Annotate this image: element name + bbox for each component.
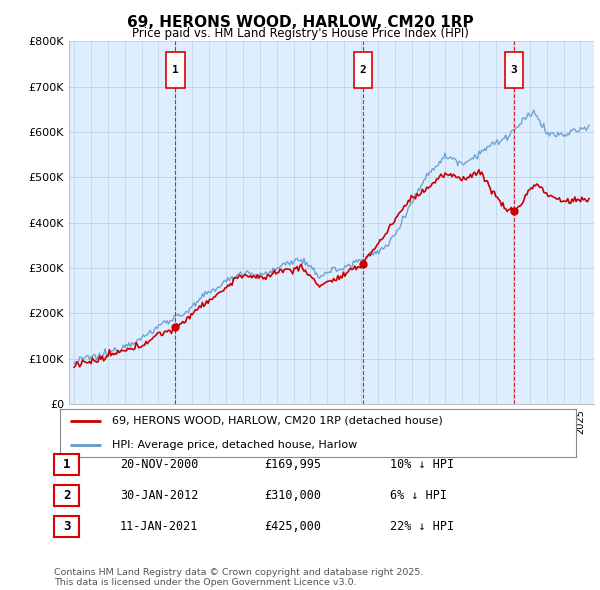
Text: 10% ↓ HPI: 10% ↓ HPI <box>390 458 454 471</box>
Text: 11-JAN-2021: 11-JAN-2021 <box>120 520 199 533</box>
Text: 1: 1 <box>63 458 70 471</box>
Text: 6% ↓ HPI: 6% ↓ HPI <box>390 489 447 502</box>
Text: 2: 2 <box>359 65 366 76</box>
Text: HPI: Average price, detached house, Harlow: HPI: Average price, detached house, Harl… <box>112 440 357 450</box>
Text: £310,000: £310,000 <box>264 489 321 502</box>
FancyBboxPatch shape <box>353 52 372 88</box>
FancyBboxPatch shape <box>505 52 523 88</box>
Text: 1: 1 <box>172 65 179 76</box>
Text: 3: 3 <box>63 520 70 533</box>
Text: 69, HERONS WOOD, HARLOW, CM20 1RP (detached house): 69, HERONS WOOD, HARLOW, CM20 1RP (detac… <box>112 416 442 426</box>
Text: 30-JAN-2012: 30-JAN-2012 <box>120 489 199 502</box>
Text: £169,995: £169,995 <box>264 458 321 471</box>
Text: 20-NOV-2000: 20-NOV-2000 <box>120 458 199 471</box>
Text: Contains HM Land Registry data © Crown copyright and database right 2025.
This d: Contains HM Land Registry data © Crown c… <box>54 568 424 587</box>
Text: 69, HERONS WOOD, HARLOW, CM20 1RP: 69, HERONS WOOD, HARLOW, CM20 1RP <box>127 15 473 30</box>
Text: 22% ↓ HPI: 22% ↓ HPI <box>390 520 454 533</box>
Text: £425,000: £425,000 <box>264 520 321 533</box>
Text: 3: 3 <box>511 65 517 76</box>
Text: 2: 2 <box>63 489 70 502</box>
FancyBboxPatch shape <box>166 52 185 88</box>
Text: Price paid vs. HM Land Registry's House Price Index (HPI): Price paid vs. HM Land Registry's House … <box>131 27 469 40</box>
